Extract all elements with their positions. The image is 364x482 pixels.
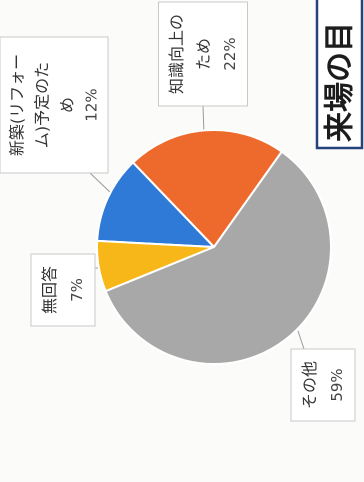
- label-line: その他: [300, 361, 319, 409]
- label-line: ム)予定のた: [32, 62, 51, 148]
- heading-box: 来場の目: [315, 0, 364, 150]
- slice-label-2: 新築(リフォー ム)予定のため 12%: [0, 36, 109, 174]
- slice-label-4: その他 59%: [290, 348, 356, 422]
- label-line: 無回答: [40, 266, 59, 314]
- heading-border: [315, 0, 364, 150]
- leader-line-2: [89, 172, 113, 195]
- slice-label-text: 新築(リフォー ム)予定のため: [7, 54, 76, 156]
- label-line: 新築(リフォー: [7, 54, 26, 156]
- pie-slice-2: [96, 161, 215, 248]
- label-line: め: [57, 97, 76, 113]
- label-box: [30, 253, 96, 327]
- label-line: 知識向上の: [167, 14, 186, 94]
- slice-labels: 知識向上の ため 22% 新築(リフォー ム)予定のため 12% 無回答 7% その他 59%: [0, 1, 356, 422]
- pie-slice-1: [132, 128, 283, 248]
- slice-label-text: 無回答: [40, 266, 59, 314]
- slice-value-label: 59%: [328, 368, 346, 401]
- slice-label-text: 知識向上の ため: [167, 14, 213, 94]
- label-line: ため: [194, 38, 213, 70]
- slice-label-text: その他: [300, 361, 319, 409]
- slice-value-label: 7%: [68, 278, 86, 302]
- slice-label-1: 知識向上の ため 22%: [158, 1, 248, 107]
- pie-slice-4: [104, 150, 332, 365]
- slice-label-3: 無回答 7%: [30, 253, 96, 327]
- chart-title: 来場の目: [323, 22, 358, 142]
- label-box: [158, 1, 248, 107]
- slice-value-label: 12%: [83, 88, 101, 121]
- label-box: [0, 36, 109, 174]
- leader-line-4: [297, 330, 305, 350]
- pie-slices: [96, 128, 332, 365]
- slice-value-label: 22%: [221, 37, 239, 70]
- label-box: [290, 348, 356, 422]
